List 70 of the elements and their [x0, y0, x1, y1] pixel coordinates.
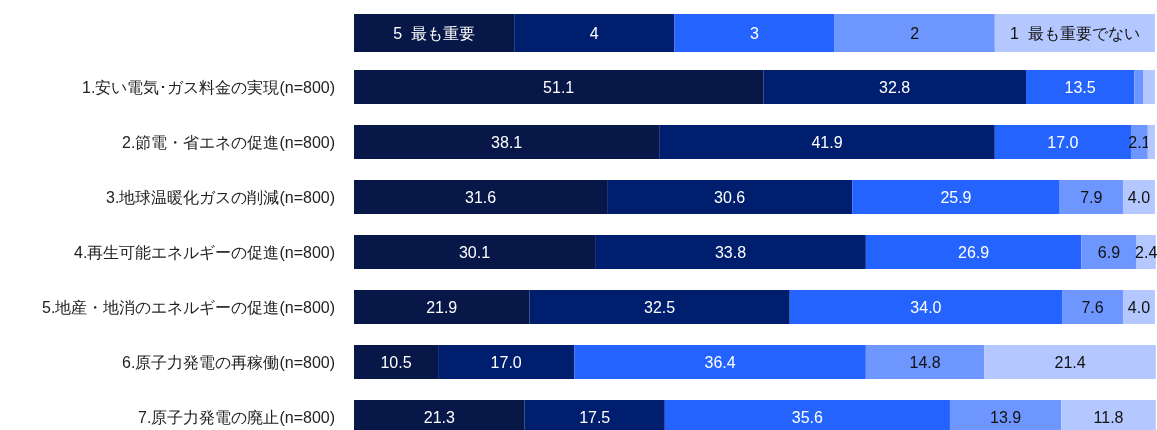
bar	[354, 125, 660, 159]
data-label: 7.9	[1080, 189, 1103, 206]
bar	[763, 70, 1027, 104]
bar	[1059, 180, 1123, 214]
bar	[354, 70, 764, 104]
y-tick-label: 6.原子力発電の再稼働(n=800)	[122, 354, 335, 371]
data-label: 26.9	[958, 244, 990, 261]
data-label: 21.4	[1054, 354, 1086, 371]
data-label: 32.5	[644, 299, 676, 316]
bar	[1142, 70, 1155, 104]
data-label: 17.0	[490, 354, 522, 371]
data-label: 33.8	[714, 244, 747, 261]
text: 4	[589, 25, 599, 42]
data-label: 51.1	[543, 79, 575, 96]
data-label: 4.0	[1127, 299, 1151, 316]
series-label: 5 最も重要	[393, 25, 475, 42]
bar	[852, 180, 1060, 214]
bar	[1026, 70, 1135, 104]
y-tick-label: 3.地球温暖化ガスの削減(n=800)	[106, 189, 335, 206]
data-label: 14.8	[909, 354, 941, 371]
bar	[607, 180, 853, 214]
bar	[865, 345, 985, 379]
data-label: 36.4	[704, 354, 736, 371]
data-label: 30.1	[458, 244, 491, 261]
data-label: 35.6	[791, 409, 824, 426]
bar	[1081, 235, 1137, 269]
data-label: 30.6	[714, 189, 746, 206]
bar	[529, 290, 790, 324]
data-label: 21.3	[423, 409, 455, 426]
data-label: 6.9	[1097, 244, 1121, 261]
bar	[659, 125, 995, 159]
bar	[595, 235, 866, 269]
y-tick-label: 5.地産・地消のエネルギーの促進(n=800)	[42, 299, 335, 316]
data-label: 17.5	[579, 409, 611, 426]
data-label: 21.9	[426, 299, 458, 316]
series-label: 1 最も重要でない	[1010, 25, 1140, 42]
bar	[438, 345, 575, 379]
data-label: 31.6	[464, 189, 497, 206]
data-label: 38.1	[491, 134, 523, 151]
data-label: 41.9	[811, 134, 843, 151]
text: 3	[750, 25, 760, 42]
data-label: 34.0	[910, 299, 942, 316]
bar	[994, 125, 1131, 159]
bar	[1147, 125, 1155, 159]
bar	[354, 235, 596, 269]
data-label: 25.9	[940, 189, 972, 206]
data-label: 2.4	[1135, 244, 1157, 261]
data-label: 17.0	[1047, 134, 1079, 151]
data-label: 32.8	[879, 79, 911, 96]
bar	[1062, 290, 1123, 324]
data-label: 7.6	[1081, 299, 1104, 316]
data-label: 13.5	[1064, 79, 1096, 96]
bar	[865, 235, 1082, 269]
data-label: 13.9	[990, 409, 1022, 426]
y-tick-label: 2.節電・省エネの促進(n=800)	[122, 134, 335, 151]
data-label: 4.0	[1127, 189, 1151, 206]
y-tick-label: 4.再生可能エネルギーの促進(n=800)	[74, 244, 335, 261]
y-tick-label: 1.安い電気･ガス料金の実現(n=800)	[82, 79, 335, 96]
data-label: 10.5	[380, 354, 412, 371]
bar	[354, 180, 608, 214]
bar	[574, 345, 866, 379]
bar	[354, 345, 439, 379]
bar	[789, 290, 1063, 324]
y-tick-label: 7.原子力発電の廃止(n=800)	[138, 409, 335, 426]
bar	[1134, 70, 1143, 104]
text: 2	[910, 25, 920, 42]
bar	[984, 345, 1156, 379]
bar	[354, 290, 530, 324]
data-label: 2.1	[1128, 134, 1151, 151]
data-label: 11.8	[1093, 409, 1124, 426]
